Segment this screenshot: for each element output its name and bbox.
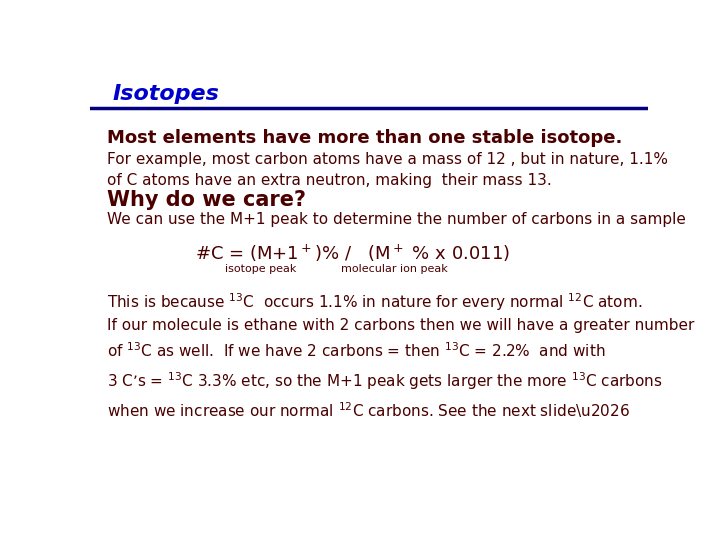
Text: isotope peak: isotope peak xyxy=(225,265,296,274)
Text: molecular ion peak: molecular ion peak xyxy=(341,265,448,274)
Text: 3 C’s = $^{13}$C 3.3% etc, so the M+1 peak gets larger the more $^{13}$C carbons: 3 C’s = $^{13}$C 3.3% etc, so the M+1 pe… xyxy=(107,370,662,420)
Text: Most elements have more than one stable isotope.: Most elements have more than one stable … xyxy=(107,129,622,147)
Text: #C = (M+1$^+$)% /   (M$^+$ % x 0.011): #C = (M+1$^+$)% / (M$^+$ % x 0.011) xyxy=(194,243,510,264)
Text: This is because $^{13}$C  occurs 1.1% in nature for every normal $^{12}$C atom.: This is because $^{13}$C occurs 1.1% in … xyxy=(107,292,642,313)
Text: Why do we care?: Why do we care? xyxy=(107,190,306,210)
Text: Isotopes: Isotopes xyxy=(112,84,219,104)
Text: For example, most carbon atoms have a mass of 12 , but in nature, 1.1%
of C atom: For example, most carbon atoms have a ma… xyxy=(107,152,667,188)
Text: We can use the M+1 peak to determine the number of carbons in a sample: We can use the M+1 peak to determine the… xyxy=(107,212,685,227)
Text: If our molecule is ethane with 2 carbons then we will have a greater number
of $: If our molecule is ethane with 2 carbons… xyxy=(107,319,694,360)
